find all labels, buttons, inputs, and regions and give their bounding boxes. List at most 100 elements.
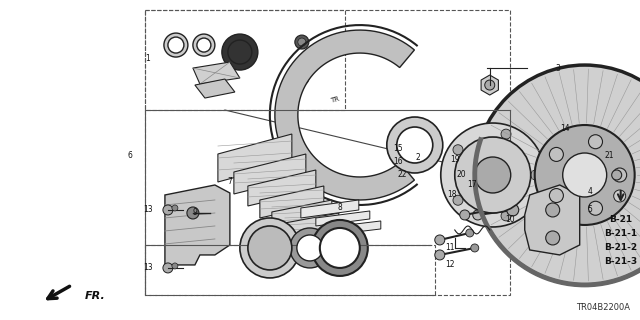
Polygon shape: [234, 154, 306, 194]
Circle shape: [172, 263, 178, 269]
Bar: [145, 245, 435, 295]
Text: 13: 13: [143, 205, 153, 214]
Text: 15: 15: [393, 143, 403, 153]
Text: 1: 1: [145, 53, 150, 62]
Circle shape: [295, 71, 309, 85]
Circle shape: [460, 210, 470, 220]
Polygon shape: [165, 185, 230, 265]
Bar: [145, 10, 345, 110]
Circle shape: [290, 228, 330, 268]
Circle shape: [453, 145, 463, 155]
Circle shape: [435, 250, 445, 260]
Text: 22: 22: [397, 171, 406, 180]
Text: 16: 16: [393, 157, 403, 166]
Polygon shape: [301, 200, 359, 218]
Circle shape: [546, 231, 560, 245]
Text: 4: 4: [588, 188, 592, 196]
Polygon shape: [193, 62, 240, 84]
Circle shape: [240, 218, 300, 278]
Text: FR.: FR.: [85, 291, 106, 301]
Circle shape: [546, 203, 560, 217]
Circle shape: [549, 188, 563, 203]
Circle shape: [403, 133, 427, 157]
Circle shape: [441, 123, 545, 227]
Circle shape: [589, 201, 602, 215]
Text: 9: 9: [193, 208, 197, 218]
Circle shape: [480, 162, 506, 188]
Text: B-21-3: B-21-3: [604, 257, 637, 266]
Text: 10: 10: [505, 215, 515, 224]
Circle shape: [312, 220, 368, 276]
Circle shape: [295, 35, 309, 49]
Text: 21: 21: [605, 150, 614, 159]
Circle shape: [466, 229, 474, 237]
Polygon shape: [525, 185, 580, 255]
Circle shape: [463, 145, 523, 205]
Circle shape: [501, 129, 511, 139]
Circle shape: [168, 37, 184, 53]
Circle shape: [549, 148, 563, 161]
Circle shape: [408, 138, 422, 152]
Polygon shape: [260, 186, 324, 218]
Bar: [145, 10, 509, 295]
Text: 5: 5: [588, 205, 592, 214]
Text: 13: 13: [143, 263, 153, 272]
Circle shape: [297, 235, 323, 261]
Circle shape: [228, 40, 252, 64]
Polygon shape: [316, 211, 370, 226]
Circle shape: [233, 45, 247, 59]
Text: 2: 2: [415, 153, 420, 162]
Circle shape: [163, 205, 173, 215]
Circle shape: [475, 143, 484, 153]
Text: B-21-2: B-21-2: [604, 243, 637, 252]
Text: 17: 17: [467, 180, 477, 189]
Polygon shape: [481, 75, 499, 95]
Polygon shape: [195, 79, 235, 98]
Circle shape: [320, 228, 360, 268]
Circle shape: [473, 190, 483, 200]
Circle shape: [507, 184, 519, 196]
Circle shape: [193, 34, 215, 56]
Polygon shape: [285, 213, 339, 237]
Circle shape: [501, 211, 511, 221]
Bar: [608, 185, 632, 205]
Circle shape: [197, 38, 211, 52]
Text: 12: 12: [445, 260, 454, 269]
Circle shape: [531, 170, 541, 180]
Polygon shape: [331, 221, 381, 235]
Text: 8: 8: [337, 204, 342, 212]
Circle shape: [163, 263, 173, 273]
Circle shape: [475, 65, 640, 285]
Polygon shape: [248, 170, 316, 206]
Circle shape: [248, 226, 292, 270]
Text: B-21-1: B-21-1: [604, 229, 637, 238]
Circle shape: [387, 117, 443, 173]
Text: 18: 18: [447, 190, 456, 199]
Circle shape: [484, 167, 500, 183]
Circle shape: [563, 153, 607, 197]
Circle shape: [222, 34, 258, 70]
Text: 14: 14: [560, 124, 570, 132]
Circle shape: [589, 135, 602, 149]
Circle shape: [471, 244, 479, 252]
Text: 7: 7: [227, 178, 232, 187]
Polygon shape: [218, 134, 292, 182]
Circle shape: [484, 80, 495, 90]
Circle shape: [612, 170, 621, 180]
Circle shape: [164, 33, 188, 57]
Circle shape: [475, 157, 511, 193]
Polygon shape: [275, 30, 415, 200]
Text: B-21: B-21: [609, 215, 632, 224]
Text: 11: 11: [445, 244, 454, 252]
Text: TR04B2200A: TR04B2200A: [575, 303, 630, 312]
Circle shape: [397, 127, 433, 163]
Circle shape: [535, 125, 635, 225]
Circle shape: [453, 195, 463, 205]
Circle shape: [489, 139, 497, 147]
Circle shape: [507, 204, 519, 216]
Circle shape: [612, 168, 627, 182]
Circle shape: [473, 210, 483, 220]
Circle shape: [614, 190, 626, 202]
Circle shape: [172, 205, 178, 211]
Circle shape: [435, 235, 445, 245]
